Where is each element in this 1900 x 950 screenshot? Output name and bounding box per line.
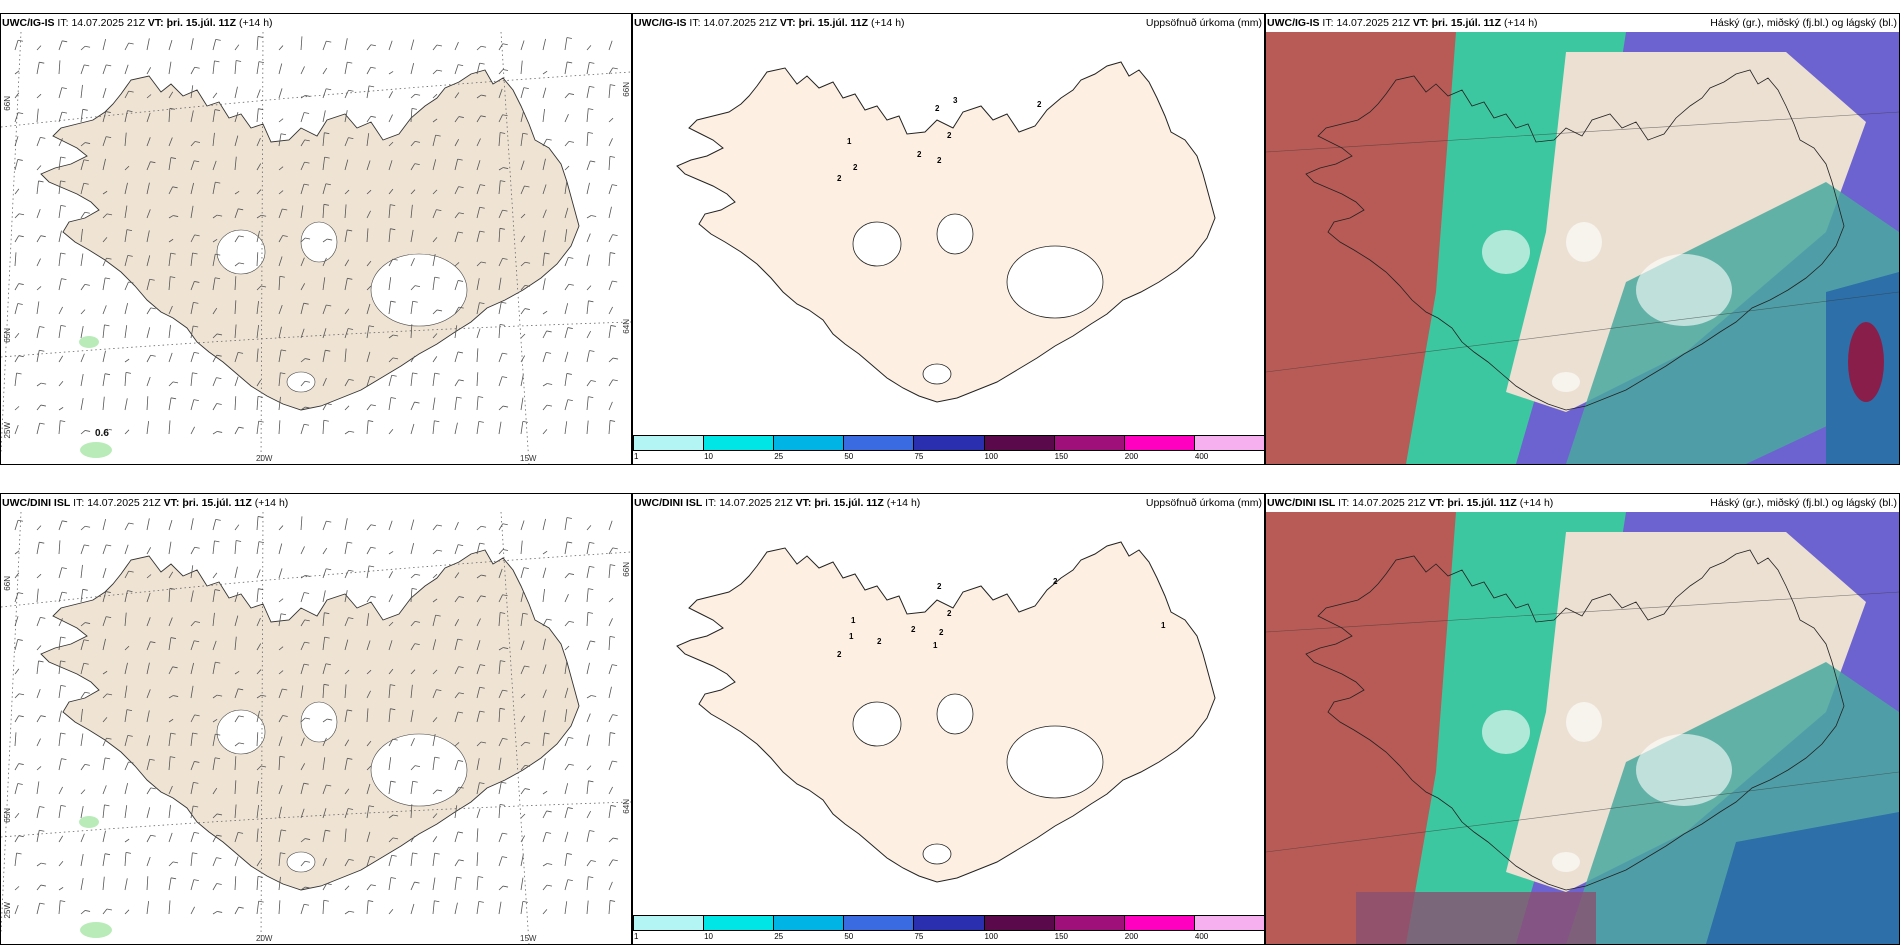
colorbar-cell: [843, 915, 915, 931]
precip-title: Uppsöfnuð úrkoma (mm): [1145, 497, 1262, 509]
colorbar-tick: 25: [774, 932, 784, 941]
cloud-panel-header: UWC/IG-IS IT: 14.07.2025 21Z VT: þri. 15…: [1267, 17, 1897, 29]
colorbar-cell: [773, 915, 845, 931]
colorbar-cell: [1193, 435, 1264, 451]
colorbar-tick: 50: [844, 932, 854, 941]
colorbar-tick: 100: [984, 452, 998, 461]
colorbar-tick: 200: [1124, 932, 1139, 941]
colorbar-cell: [1123, 915, 1195, 931]
lat-label: 64N: [622, 319, 631, 334]
colorbar-tick: 400: [1194, 452, 1209, 461]
wind-panel-top: UWC/IG-IS IT: 14.07.2025 21Z VT: þri. 15…: [0, 13, 632, 465]
rain-value-label: 1: [1161, 621, 1166, 630]
colorbar-tick: 75: [914, 932, 924, 941]
colorbar-tick: 150: [1054, 932, 1069, 941]
rain-value-label: 2: [1037, 100, 1042, 109]
wind-panel-bottom: UWC/DINI ISL IT: 14.07.2025 21Z VT: þri.…: [0, 493, 632, 945]
rain-value-label: 2: [947, 609, 952, 618]
colorbar-tick: 50: [844, 452, 854, 461]
cloud-panel-header: UWC/DINI ISL IT: 14.07.2025 21Z VT: þri.…: [1267, 497, 1897, 509]
colorbar-tick: 150: [1054, 452, 1069, 461]
colorbar-tick: 25: [774, 452, 784, 461]
precip-colorbar: 1 10 25 50 75 100 150 200 400: [633, 915, 1264, 941]
cloud-panel-top: UWC/IG-IS IT: 14.07.2025 21Z VT: þri. 15…: [1265, 13, 1900, 465]
colorbar-cell: [983, 915, 1055, 931]
colorbar-cell: [913, 435, 985, 451]
wind-map: [1, 32, 631, 464]
precip-panel-bottom: UWC/DINI ISL IT: 14.07.2025 21Z VT: þri.…: [632, 493, 1265, 945]
precip-title: Uppsöfnuð úrkoma (mm): [1145, 17, 1262, 29]
lon-label: 20W: [256, 934, 273, 943]
colorbar-cell: [1053, 435, 1125, 451]
wind-value-label: 0.6: [95, 428, 109, 439]
colorbar-cell: [913, 915, 985, 931]
lon-label: 25W: [3, 902, 12, 919]
cloud-map: [1266, 512, 1899, 944]
precip-panel-top: UWC/IG-IS IT: 14.07.2025 21Z VT: þri. 15…: [632, 13, 1265, 465]
precip-panel-header: UWC/IG-IS IT: 14.07.2025 21Z VT: þri. 15…: [634, 17, 1262, 29]
wind-panel-header: UWC/IG-IS IT: 14.07.2025 21Z VT: þri. 15…: [2, 17, 273, 29]
lat-label: 66N: [3, 576, 12, 591]
rain-value-label: 1: [849, 632, 854, 641]
lat-label: 64N: [622, 799, 631, 814]
colorbar-cell: [633, 435, 705, 451]
colorbar-tick: 400: [1194, 932, 1209, 941]
lat-label: 66N: [622, 562, 631, 577]
lat-label: 65N: [3, 808, 12, 823]
lon-label: 20W: [256, 454, 273, 463]
rain-value-label: 2: [947, 131, 952, 140]
colorbar-cell: [773, 435, 845, 451]
precip-panel-header: UWC/DINI ISL IT: 14.07.2025 21Z VT: þri.…: [634, 497, 1262, 509]
rain-value-label: 1: [851, 616, 856, 625]
wind-panel-header: UWC/DINI ISL IT: 14.07.2025 21Z VT: þri.…: [2, 497, 289, 509]
rain-value-label: 2: [853, 163, 858, 172]
colorbar-tick: 100: [984, 932, 998, 941]
precip-map: [633, 512, 1264, 922]
colorbar-cell: [1053, 915, 1125, 931]
cloud-map: [1266, 32, 1899, 464]
precip-map: [633, 32, 1264, 442]
colorbar-cell: [703, 435, 775, 451]
rain-value-label: 2: [939, 628, 944, 637]
colorbar-cell: [1193, 915, 1264, 931]
colorbar-tick: 10: [704, 932, 714, 941]
rain-value-label: 2: [837, 650, 842, 659]
precip-colorbar: 1 10 25 50 75 100 150 200 400: [633, 435, 1264, 461]
cloud-title: Háský (gr.), miðský (fj.bl.) og lágský (…: [1710, 17, 1897, 29]
colorbar-cell: [843, 435, 915, 451]
rain-value-label: 2: [917, 150, 922, 159]
lat-label: 66N: [3, 96, 12, 111]
rain-value-label: 1: [847, 137, 852, 146]
colorbar-tick: 75: [914, 452, 924, 461]
rain-value-label: 2: [937, 156, 942, 165]
lat-label: 66N: [622, 82, 631, 97]
cloud-title: Háský (gr.), miðský (fj.bl.) og lágský (…: [1710, 497, 1897, 509]
wind-map: [1, 512, 631, 944]
colorbar-tick: 10: [704, 452, 714, 461]
rain-value-label: 2: [1053, 577, 1058, 586]
colorbar-tick: 200: [1124, 452, 1139, 461]
cloud-panel-bottom: UWC/DINI ISL IT: 14.07.2025 21Z VT: þri.…: [1265, 493, 1900, 945]
rain-value-label: 2: [911, 625, 916, 634]
lon-label: 25W: [3, 422, 12, 439]
lon-label: 15W: [520, 454, 537, 463]
colorbar-cell: [633, 915, 705, 931]
colorbar-tick: 1: [634, 452, 639, 461]
lat-label: 65N: [3, 328, 12, 343]
rain-value-label: 3: [953, 96, 958, 105]
colorbar-cell: [1123, 435, 1195, 451]
rain-value-label: 2: [837, 174, 842, 183]
colorbar-tick: 1: [634, 932, 639, 941]
rain-value-label: 2: [877, 637, 882, 646]
rain-value-label: 2: [937, 582, 942, 591]
rain-value-label: 1: [933, 641, 938, 650]
colorbar-cell: [703, 915, 775, 931]
rain-value-label: 2: [935, 104, 940, 113]
colorbar-cell: [983, 435, 1055, 451]
lon-label: 15W: [520, 934, 537, 943]
